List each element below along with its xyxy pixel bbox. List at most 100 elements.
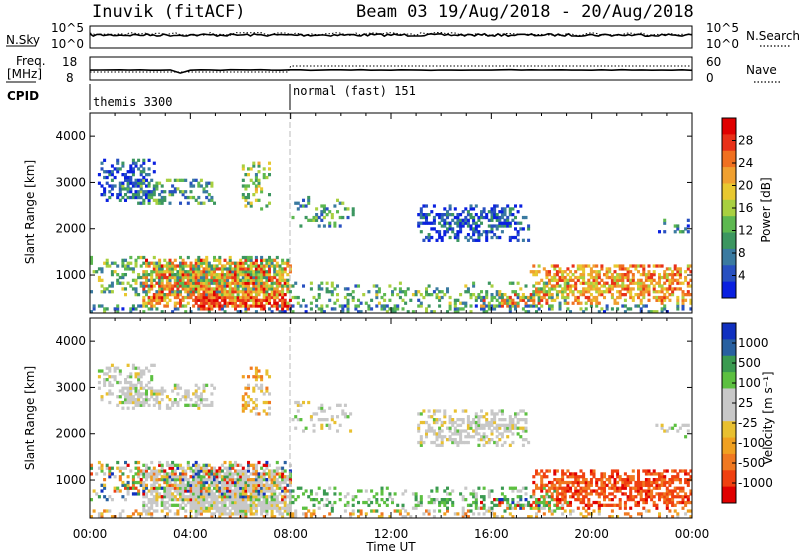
heatmap-cell [247,463,251,467]
heatmap-cell [456,233,460,237]
heatmap-cell [320,426,324,430]
heatmap-cell [652,500,656,505]
heatmap-cell [103,193,107,197]
heatmap-cell [474,492,478,496]
heatmap-cell [338,403,342,407]
heatmap-cell [257,492,261,496]
heatmap-cell [422,213,426,217]
heatmap-cell [676,478,680,482]
heatmap-cell [192,281,196,285]
heatmap-cell [241,287,245,291]
heatmap-cell [278,270,282,274]
heatmap-cell [249,463,253,467]
heatmap-cell [346,500,350,505]
heatmap-cell [124,267,128,271]
heatmap-cell [320,204,324,208]
heatmap-cell [90,310,94,314]
heatmap-cell [678,426,682,430]
heatmap-cell [542,293,546,297]
heatmap-cell [173,398,177,402]
heatmap-cell [299,304,303,308]
heatmap-cell [202,273,206,277]
heatmap-cell [142,170,146,174]
heatmap-cell [521,429,525,433]
heatmap-cell [213,512,217,516]
heatmap-cell [322,210,326,214]
heatmap-cell [205,258,209,262]
heatmap-cell [574,275,578,280]
heatmap-cell [118,512,122,516]
heatmap-cell [100,469,104,473]
heatmap-cell [234,495,238,499]
heatmap-cell [241,375,245,379]
heatmap-cell [328,221,332,225]
heatmap-cell [391,500,395,505]
heatmap-cell [110,392,114,396]
heatmap-cell [673,489,677,493]
heatmap-cell [427,500,431,505]
heatmap-cell [218,506,222,510]
heatmap-cell [474,412,478,416]
heatmap-cell [160,398,164,402]
heatmap-cell [160,284,164,288]
heatmap-cell [131,193,135,197]
heatmap-cell [592,472,596,476]
heatmap-cell [194,500,198,505]
heatmap-cell [566,287,570,291]
heatmap-cell [218,295,222,300]
heatmap-cell [207,281,211,285]
heatmap-cell [134,164,138,168]
heatmap-cell [257,486,261,490]
heatmap-cell [532,304,536,308]
heatmap-cell [160,293,164,297]
heatmap-cell [231,483,235,487]
heatmap-cell [147,273,151,277]
heatmap-cell [231,512,235,516]
heatmap-cell [493,204,497,208]
heatmap-cell [121,307,125,311]
heatmap-cell [438,290,442,294]
heatmap-cell [220,273,224,277]
heatmap-cell [210,275,214,280]
heatmap-cell [108,475,112,479]
heatmap-cell [595,301,599,305]
heatmap-cell [268,278,272,282]
heatmap-cell [571,472,575,476]
heatmap-cell [419,438,423,442]
heatmap-cell [398,512,402,516]
heatmap-cell [228,287,232,291]
heatmap-cell [249,178,253,182]
heatmap-cell [108,380,112,385]
heatmap-cell [500,293,504,297]
heatmap-cell [642,498,646,502]
heatmap-cell [676,515,680,519]
heatmap-cell [343,412,347,416]
heatmap-cell [244,500,248,505]
heatmap-cell [121,480,125,485]
heatmap-cell [241,193,245,197]
heatmap-cell [595,478,599,482]
heatmap-cell [482,207,486,211]
heatmap-cell [519,204,523,208]
heatmap-cell [226,489,230,493]
heatmap-cell [147,386,151,390]
heatmap-cell [553,509,557,513]
heatmap-cell [257,412,261,416]
heatmap-cell [453,512,457,516]
heatmap-cell [487,509,491,513]
heatmap-cell [281,475,285,479]
heatmap-cell [142,506,146,510]
heatmap-cell [537,290,541,294]
heatmap-cell [597,290,601,294]
heatmap-cell [388,284,392,288]
heatmap-cell [176,512,180,516]
heatmap-cell [210,400,214,405]
heatmap-cell [623,472,627,476]
heatmap-cell [516,233,520,237]
heatmap-cell [199,301,203,305]
heatmap-cell [126,406,130,410]
heatmap-cell [202,498,206,502]
heatmap-cell [336,403,340,407]
heatmap-cell [213,503,217,507]
heatmap-cell [537,293,541,297]
